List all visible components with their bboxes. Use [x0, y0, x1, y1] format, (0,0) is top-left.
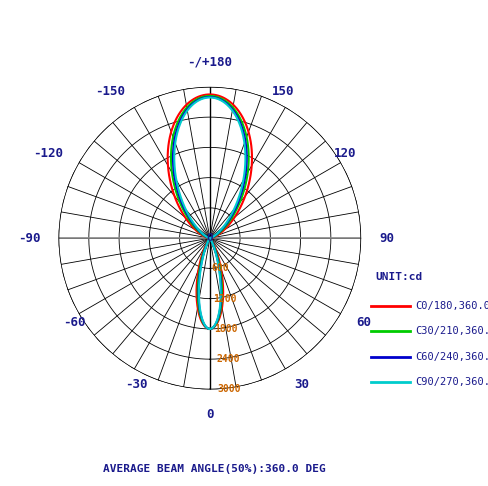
- Text: -150: -150: [95, 85, 125, 98]
- Text: 2400: 2400: [216, 354, 240, 364]
- Text: 3000: 3000: [218, 384, 241, 394]
- Text: 0: 0: [206, 233, 213, 243]
- Text: UNIT:cd: UNIT:cd: [376, 272, 423, 282]
- Text: 1200: 1200: [213, 294, 237, 304]
- Text: 120: 120: [334, 147, 357, 160]
- Text: C0/180,360.0°: C0/180,360.0°: [415, 301, 488, 311]
- Text: 600: 600: [211, 263, 229, 273]
- Text: 90: 90: [379, 232, 394, 244]
- Text: C30/210,360.0°: C30/210,360.0°: [415, 327, 488, 336]
- Text: C90/270,360.0°: C90/270,360.0°: [415, 377, 488, 387]
- Text: 1800: 1800: [215, 324, 238, 334]
- Text: C60/240,360.0°: C60/240,360.0°: [415, 352, 488, 362]
- Text: -120: -120: [33, 147, 63, 160]
- Text: -90: -90: [18, 232, 41, 244]
- Text: 60: 60: [357, 316, 371, 330]
- Text: 30: 30: [295, 379, 309, 391]
- Text: -/+180: -/+180: [187, 56, 232, 69]
- Text: -30: -30: [125, 379, 148, 391]
- Text: -60: -60: [63, 316, 85, 330]
- Text: AVERAGE BEAM ANGLE(50%):360.0 DEG: AVERAGE BEAM ANGLE(50%):360.0 DEG: [103, 464, 326, 474]
- Text: 0: 0: [206, 408, 214, 420]
- Text: 150: 150: [272, 85, 295, 98]
